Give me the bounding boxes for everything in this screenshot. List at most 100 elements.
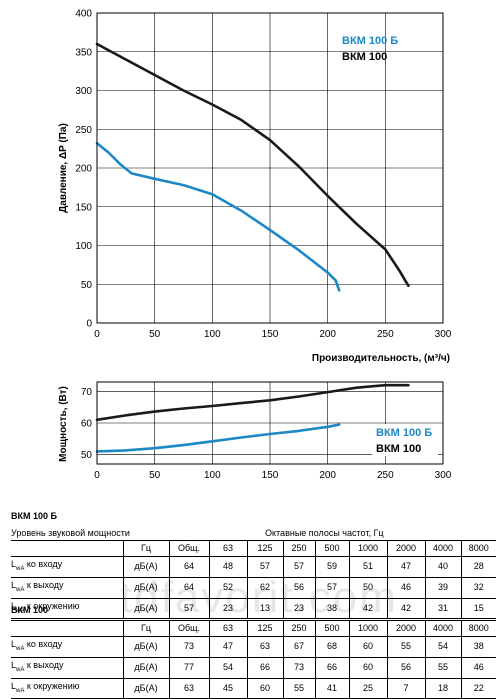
- table1-header-blank: [11, 540, 123, 557]
- table2-col-header: Гц: [122, 620, 169, 637]
- pressure-xtick-label: 150: [262, 329, 279, 340]
- table1-col-header: 63: [208, 540, 247, 557]
- pressure-series: [95, 42, 410, 292]
- table1-value-cell: 57: [314, 577, 349, 599]
- table2-header-blank: [11, 620, 123, 637]
- power-xtick-label: 150: [262, 470, 279, 481]
- table1-header-left: Уровень звуковой мощности: [11, 528, 130, 538]
- table1-value-cell: 40: [424, 556, 461, 578]
- table1-col-header: Гц: [122, 540, 169, 557]
- pressure-ylabel: Давление, ΔP (Па): [58, 123, 69, 213]
- table2-title: ВКМ 100: [11, 605, 49, 615]
- table2-value-cell: 67: [282, 636, 315, 658]
- table2-row: LwA к окружению дБ(А) 63 45 60 55 41 25 7 18 22: [11, 678, 496, 699]
- table1-value-cell: 62: [246, 577, 283, 599]
- table1-col-header: 8000: [460, 540, 496, 557]
- table2-value-cell: 41: [314, 678, 349, 699]
- power-legend-vkm100b: ВКМ 100 Б: [376, 427, 432, 439]
- table2-col-header: Общ.: [168, 620, 209, 637]
- table1-value-cell: 42: [348, 598, 387, 620]
- table1-header-right: Октавные полосы частот, Гц: [265, 528, 384, 538]
- table2-value-cell: 25: [348, 678, 387, 699]
- table1-value-cell: 51: [348, 556, 387, 578]
- pressure-xtick-label: 100: [204, 329, 221, 340]
- table1-col-header: 250: [282, 540, 315, 557]
- pressure-ytick-label: 150: [75, 202, 92, 213]
- pressure-ytick-label: 50: [81, 280, 93, 291]
- table2-value-cell: 73: [282, 657, 315, 679]
- table1-value-cell: 23: [208, 598, 247, 620]
- power-series-line-vkm100: [95, 383, 410, 422]
- table1-value-cell: 48: [208, 556, 247, 578]
- table1-unit-cell: дБ(А): [122, 577, 169, 599]
- power-xtick-label: 250: [377, 470, 394, 481]
- power-xtick-label: 50: [149, 470, 161, 481]
- table2-value-cell: 63: [246, 636, 283, 658]
- table2-value-cell: 47: [208, 636, 247, 658]
- table1-row: LwA к выходу дБ(А) 64 52 62 56 57 50 46 39 32: [11, 577, 496, 599]
- table1-value-cell: 56: [282, 577, 315, 599]
- table2-row-label: LwA к окружению: [11, 678, 123, 699]
- table1-row-label: LwA к выходу: [11, 577, 123, 599]
- power-xtick-label: 300: [435, 470, 452, 481]
- legend-vkm100: ВКМ 100: [342, 51, 387, 63]
- power-series-line-vkm100b: [95, 423, 341, 453]
- pressure-xtick-label: 250: [377, 329, 394, 340]
- table1-row-label: LwA к окружению: [11, 598, 123, 620]
- pressure-series-line-vkm100b: [95, 141, 341, 292]
- table2-value-cell: 68: [314, 636, 349, 658]
- power-ytick-label: 70: [81, 387, 93, 398]
- table1-value-cell: 52: [208, 577, 247, 599]
- table1-value-cell: 50: [348, 577, 387, 599]
- pressure-ytick-label: 300: [75, 86, 92, 97]
- table2-value-cell: 66: [314, 657, 349, 679]
- table2-col-header: 2000: [386, 620, 425, 637]
- pressure-ytick-label: 200: [75, 164, 92, 175]
- table1-unit-cell: дБ(А): [122, 556, 169, 578]
- sound-table-vkm100: Гц Общ. 63 125 250 500 1000 2000 4000 8000 LwA ко …: [11, 620, 496, 699]
- table1-value-cell: 57: [282, 556, 315, 578]
- table1-value-cell: 31: [424, 598, 461, 620]
- table1-value-cell: 38: [314, 598, 349, 620]
- table2-value-cell: 66: [246, 657, 283, 679]
- power-plot-frame: [96, 381, 444, 465]
- pressure-ticks: 0 50 100 150 200 250 300 0 50 100 150 200 250 300 350 4…: [75, 9, 451, 341]
- table1-unit-cell: дБ(А): [122, 598, 169, 620]
- table2-col-header: 125: [246, 620, 283, 637]
- table2-col-header: 63: [208, 620, 247, 637]
- table1-col-header: 125: [246, 540, 283, 557]
- table1-value-cell: 39: [424, 577, 461, 599]
- legend-vkm100b: ВКМ 100 Б: [342, 35, 398, 47]
- table2-value-cell: 60: [348, 636, 387, 658]
- table2-value-cell: 63: [168, 678, 209, 699]
- pressure-grid: [97, 13, 443, 323]
- pressure-xlabel: Производительность, (м³/ч): [312, 353, 450, 364]
- table2-value-cell: 7: [386, 678, 425, 699]
- power-xtick-label: 0: [94, 470, 100, 481]
- table1-row: LwA ко входу дБ(А) 64 48 57 57 59 51 47 40 28: [11, 556, 496, 578]
- table1-value-cell: 13: [246, 598, 283, 620]
- table1-header-row: Гц Общ. 63 125 250 500 1000 2000 4000 8000: [11, 540, 496, 557]
- pressure-xtick-label: 200: [319, 329, 336, 340]
- power-xtick-label: 200: [319, 470, 336, 481]
- table2-row: LwA ко входу дБ(А) 73 47 63 67 68 60 55 54 38: [11, 636, 496, 658]
- table1-value-cell: 64: [168, 556, 209, 578]
- table2-col-header: 1000: [348, 620, 387, 637]
- table1-value-cell: 64: [168, 577, 209, 599]
- table1-col-header: 1000: [348, 540, 387, 557]
- pressure-ytick-label: 350: [75, 47, 92, 58]
- table2-value-cell: 46: [460, 657, 496, 679]
- table2-value-cell: 38: [460, 636, 496, 658]
- power-xtick-label: 100: [204, 470, 221, 481]
- table1-col-header: 2000: [386, 540, 425, 557]
- power-legend-bg: [372, 424, 438, 456]
- table2-value-cell: 55: [282, 678, 315, 699]
- table2-col-header: 4000: [424, 620, 461, 637]
- table2-unit-cell: дБ(А): [122, 657, 169, 679]
- table1-value-cell: 59: [314, 556, 349, 578]
- pressure-series-line-vkm100: [95, 42, 410, 288]
- table1-value-cell: 57: [168, 598, 209, 620]
- table1-value-cell: 28: [460, 556, 496, 578]
- table2-row: LwA к выходу дБ(А) 77 54 66 73 66 60 56 55 46: [11, 657, 496, 679]
